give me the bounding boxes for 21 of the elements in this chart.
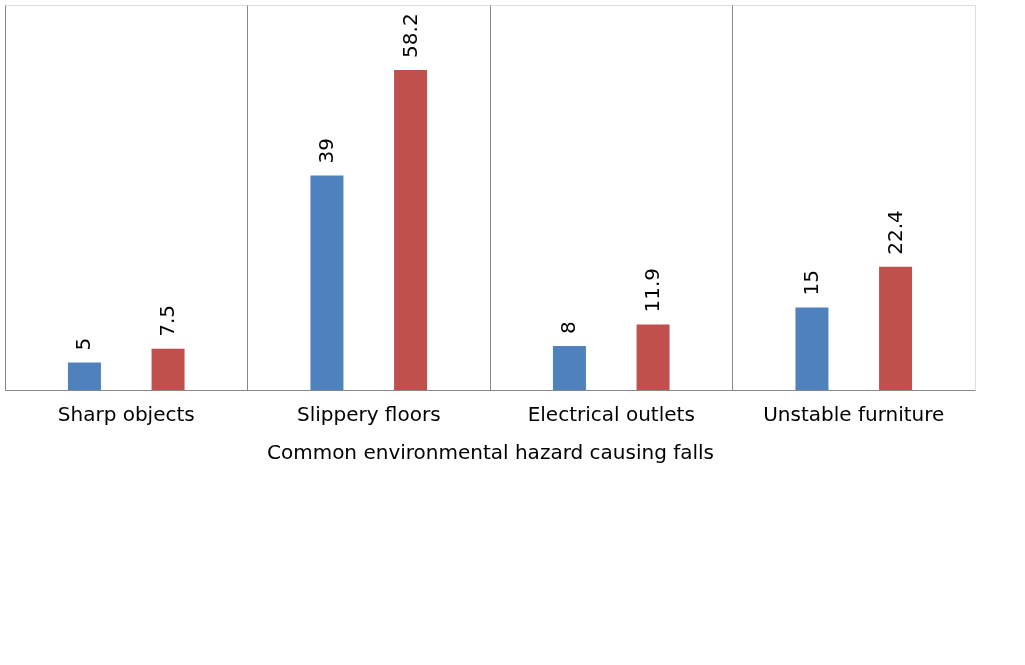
bar <box>795 307 829 390</box>
data-label: 11.9 <box>640 268 665 313</box>
data-label: 5 <box>71 337 96 351</box>
bar <box>310 175 344 390</box>
bar <box>552 346 586 390</box>
data-label: 39 <box>313 138 338 164</box>
data-label: 58.2 <box>397 13 422 58</box>
bar <box>151 348 185 390</box>
bar <box>879 266 913 390</box>
data-label: 7.5 <box>155 304 180 337</box>
x-tick-label: Sharp objects <box>57 401 195 426</box>
data-label: 8 <box>556 321 581 334</box>
x-tick-label: Unstable furniture <box>763 401 945 426</box>
x-tick-label: Slippery floors <box>296 401 441 426</box>
x-axis-title: Common environmental hazard causing falls <box>266 439 715 464</box>
x-tick-label: Electrical outlets <box>527 401 695 426</box>
bar <box>394 69 428 390</box>
data-label: 15 <box>798 270 823 296</box>
data-label: 22.4 <box>882 210 907 255</box>
bar <box>67 362 101 390</box>
bar <box>636 324 670 390</box>
